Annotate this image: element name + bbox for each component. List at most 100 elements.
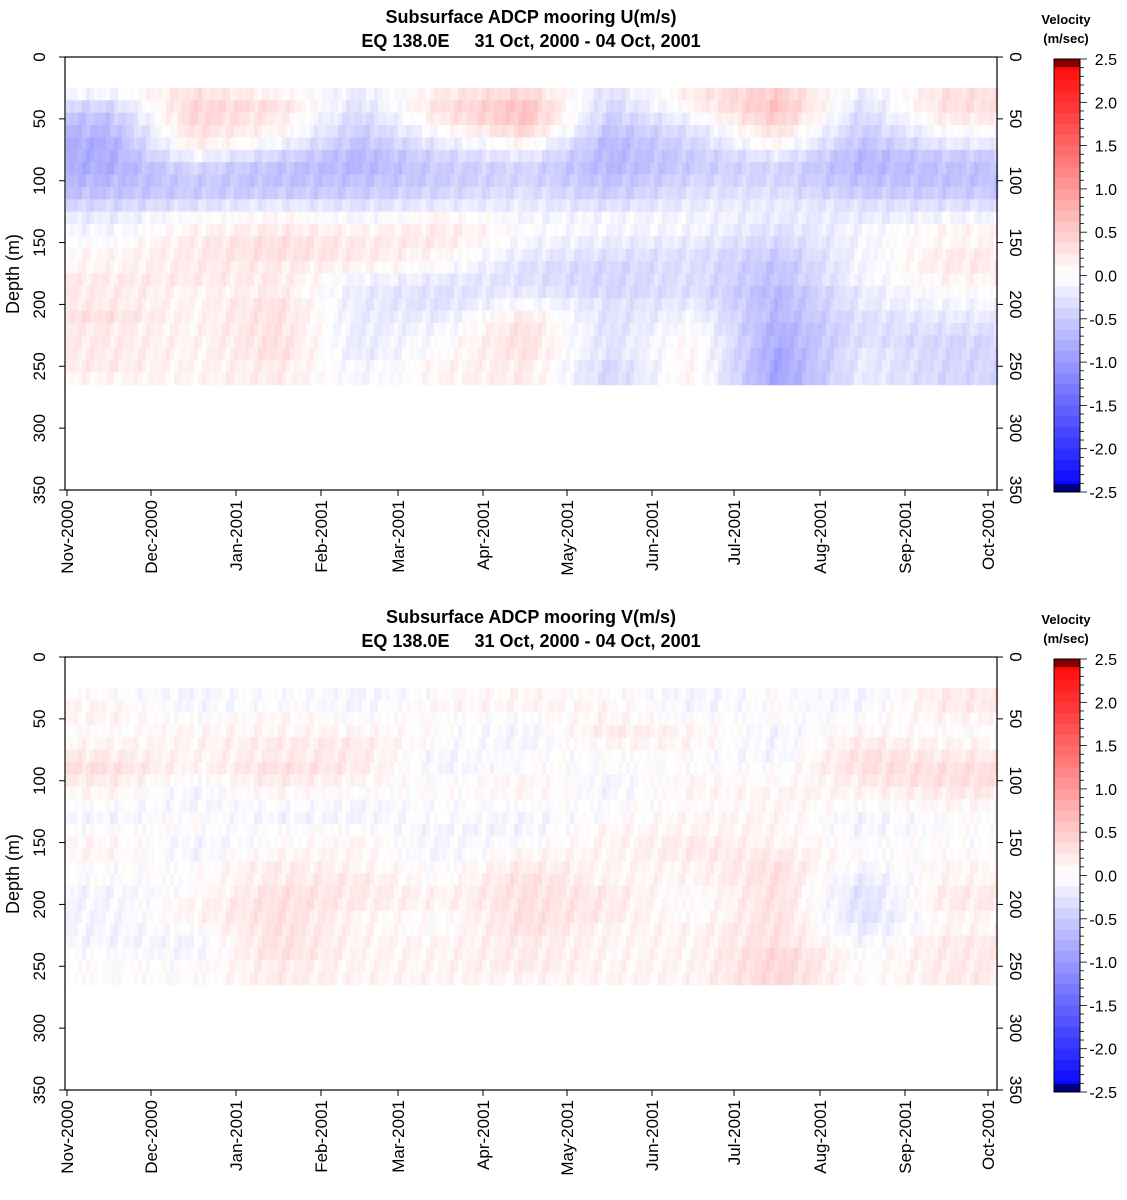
heatmap-cell [390,112,395,126]
heatmap-cell [878,186,883,200]
heatmap-cell [950,100,955,114]
heatmap-cell [626,149,631,163]
heatmap-cell [206,125,211,138]
heatmap-cell [346,261,351,274]
heatmap-cell [338,285,343,299]
heatmap-cell [794,273,799,287]
heatmap-cell [262,261,267,274]
heatmap-cell [638,310,643,324]
heatmap-cell [822,310,827,324]
heatmap-cell [418,273,423,287]
heatmap-cell [554,87,559,101]
heatmap-cell [702,125,707,138]
heatmap-cell [638,125,643,138]
heatmap-cell [370,174,375,188]
heatmap-cell [338,125,343,138]
heatmap-cell [378,162,383,175]
heatmap-cell [218,310,223,324]
heatmap-cell [66,273,71,287]
heatmap-cell [166,112,171,126]
heatmap-cell [774,310,779,324]
heatmap-cell [898,261,903,274]
heatmap-cell [418,347,423,361]
heatmap-cell [834,298,839,312]
heatmap-cell [638,236,643,250]
heatmap-cell [842,322,847,336]
heatmap-cell [266,87,271,101]
heatmap-cell [594,285,599,299]
heatmap-cell [486,298,491,312]
heatmap-cell [602,261,607,274]
heatmap-cell [98,125,103,138]
heatmap-cell [746,199,751,213]
heatmap-cell [722,87,727,101]
heatmap-cell [250,322,255,336]
heatmap-cell [774,137,779,151]
heatmap-cell [242,322,247,336]
heatmap-cell [226,335,231,349]
heatmap-cell [82,149,87,163]
heatmap-cell [622,87,627,101]
heatmap-cell [970,100,975,114]
heatmap-cell [882,199,887,213]
heatmap-cell [982,298,987,312]
heatmap-cell [294,100,299,114]
heatmap-cell [822,273,827,287]
heatmap-cell [154,87,159,101]
heatmap-cell [814,174,819,188]
heatmap-cell [174,137,179,151]
heatmap-cell [946,236,951,250]
heatmap-cell [174,224,179,237]
heatmap-cell [386,335,391,349]
heatmap-cell [170,273,175,287]
heatmap-cell [474,261,479,274]
heatmap-cell [558,335,563,349]
heatmap-cell [418,137,423,151]
heatmap-cell [646,261,651,274]
heatmap-cell [710,273,715,287]
heatmap-cell [206,112,211,126]
heatmap-cell [294,322,299,336]
heatmap-cell [306,199,311,213]
heatmap-cell [230,125,235,138]
heatmap-cell [954,125,959,138]
heatmap-cell [834,186,839,200]
heatmap-cell [466,174,471,188]
heatmap-cell [66,174,71,188]
heatmap-cell [818,186,823,200]
heatmap-cell [330,310,335,324]
heatmap-cell [966,112,971,126]
heatmap-cell [826,310,831,324]
heatmap-cell [842,199,847,213]
heatmap-cell [618,199,623,213]
heatmap-cell [86,199,91,213]
heatmap-cell [458,322,463,336]
heatmap-cell [854,261,859,274]
heatmap-cell [318,112,323,126]
heatmap-cell [934,100,939,114]
heatmap-cell [158,347,163,361]
heatmap-cell [170,322,175,336]
heatmap-cell [314,186,319,200]
heatmap-cell [770,149,775,163]
heatmap-cell [106,236,111,250]
heatmap-cell [898,125,903,138]
heatmap-cell [674,174,679,188]
heatmap-cell [698,248,703,262]
heatmap-cell [778,298,783,312]
heatmap-cell [230,322,235,336]
heatmap-cell [186,298,191,312]
heatmap-cell [110,112,115,126]
heatmap-cell [554,174,559,188]
heatmap-cell [858,273,863,287]
heatmap-cell [682,174,687,188]
heatmap-cell [622,100,627,114]
heatmap-cell [418,261,423,274]
heatmap-cell [310,112,315,126]
heatmap-cell [770,273,775,287]
heatmap-cell [742,236,747,250]
heatmap-cell [114,236,119,250]
heatmap-cell [598,87,603,101]
heatmap-cell [882,211,887,225]
heatmap-cell [942,137,947,151]
